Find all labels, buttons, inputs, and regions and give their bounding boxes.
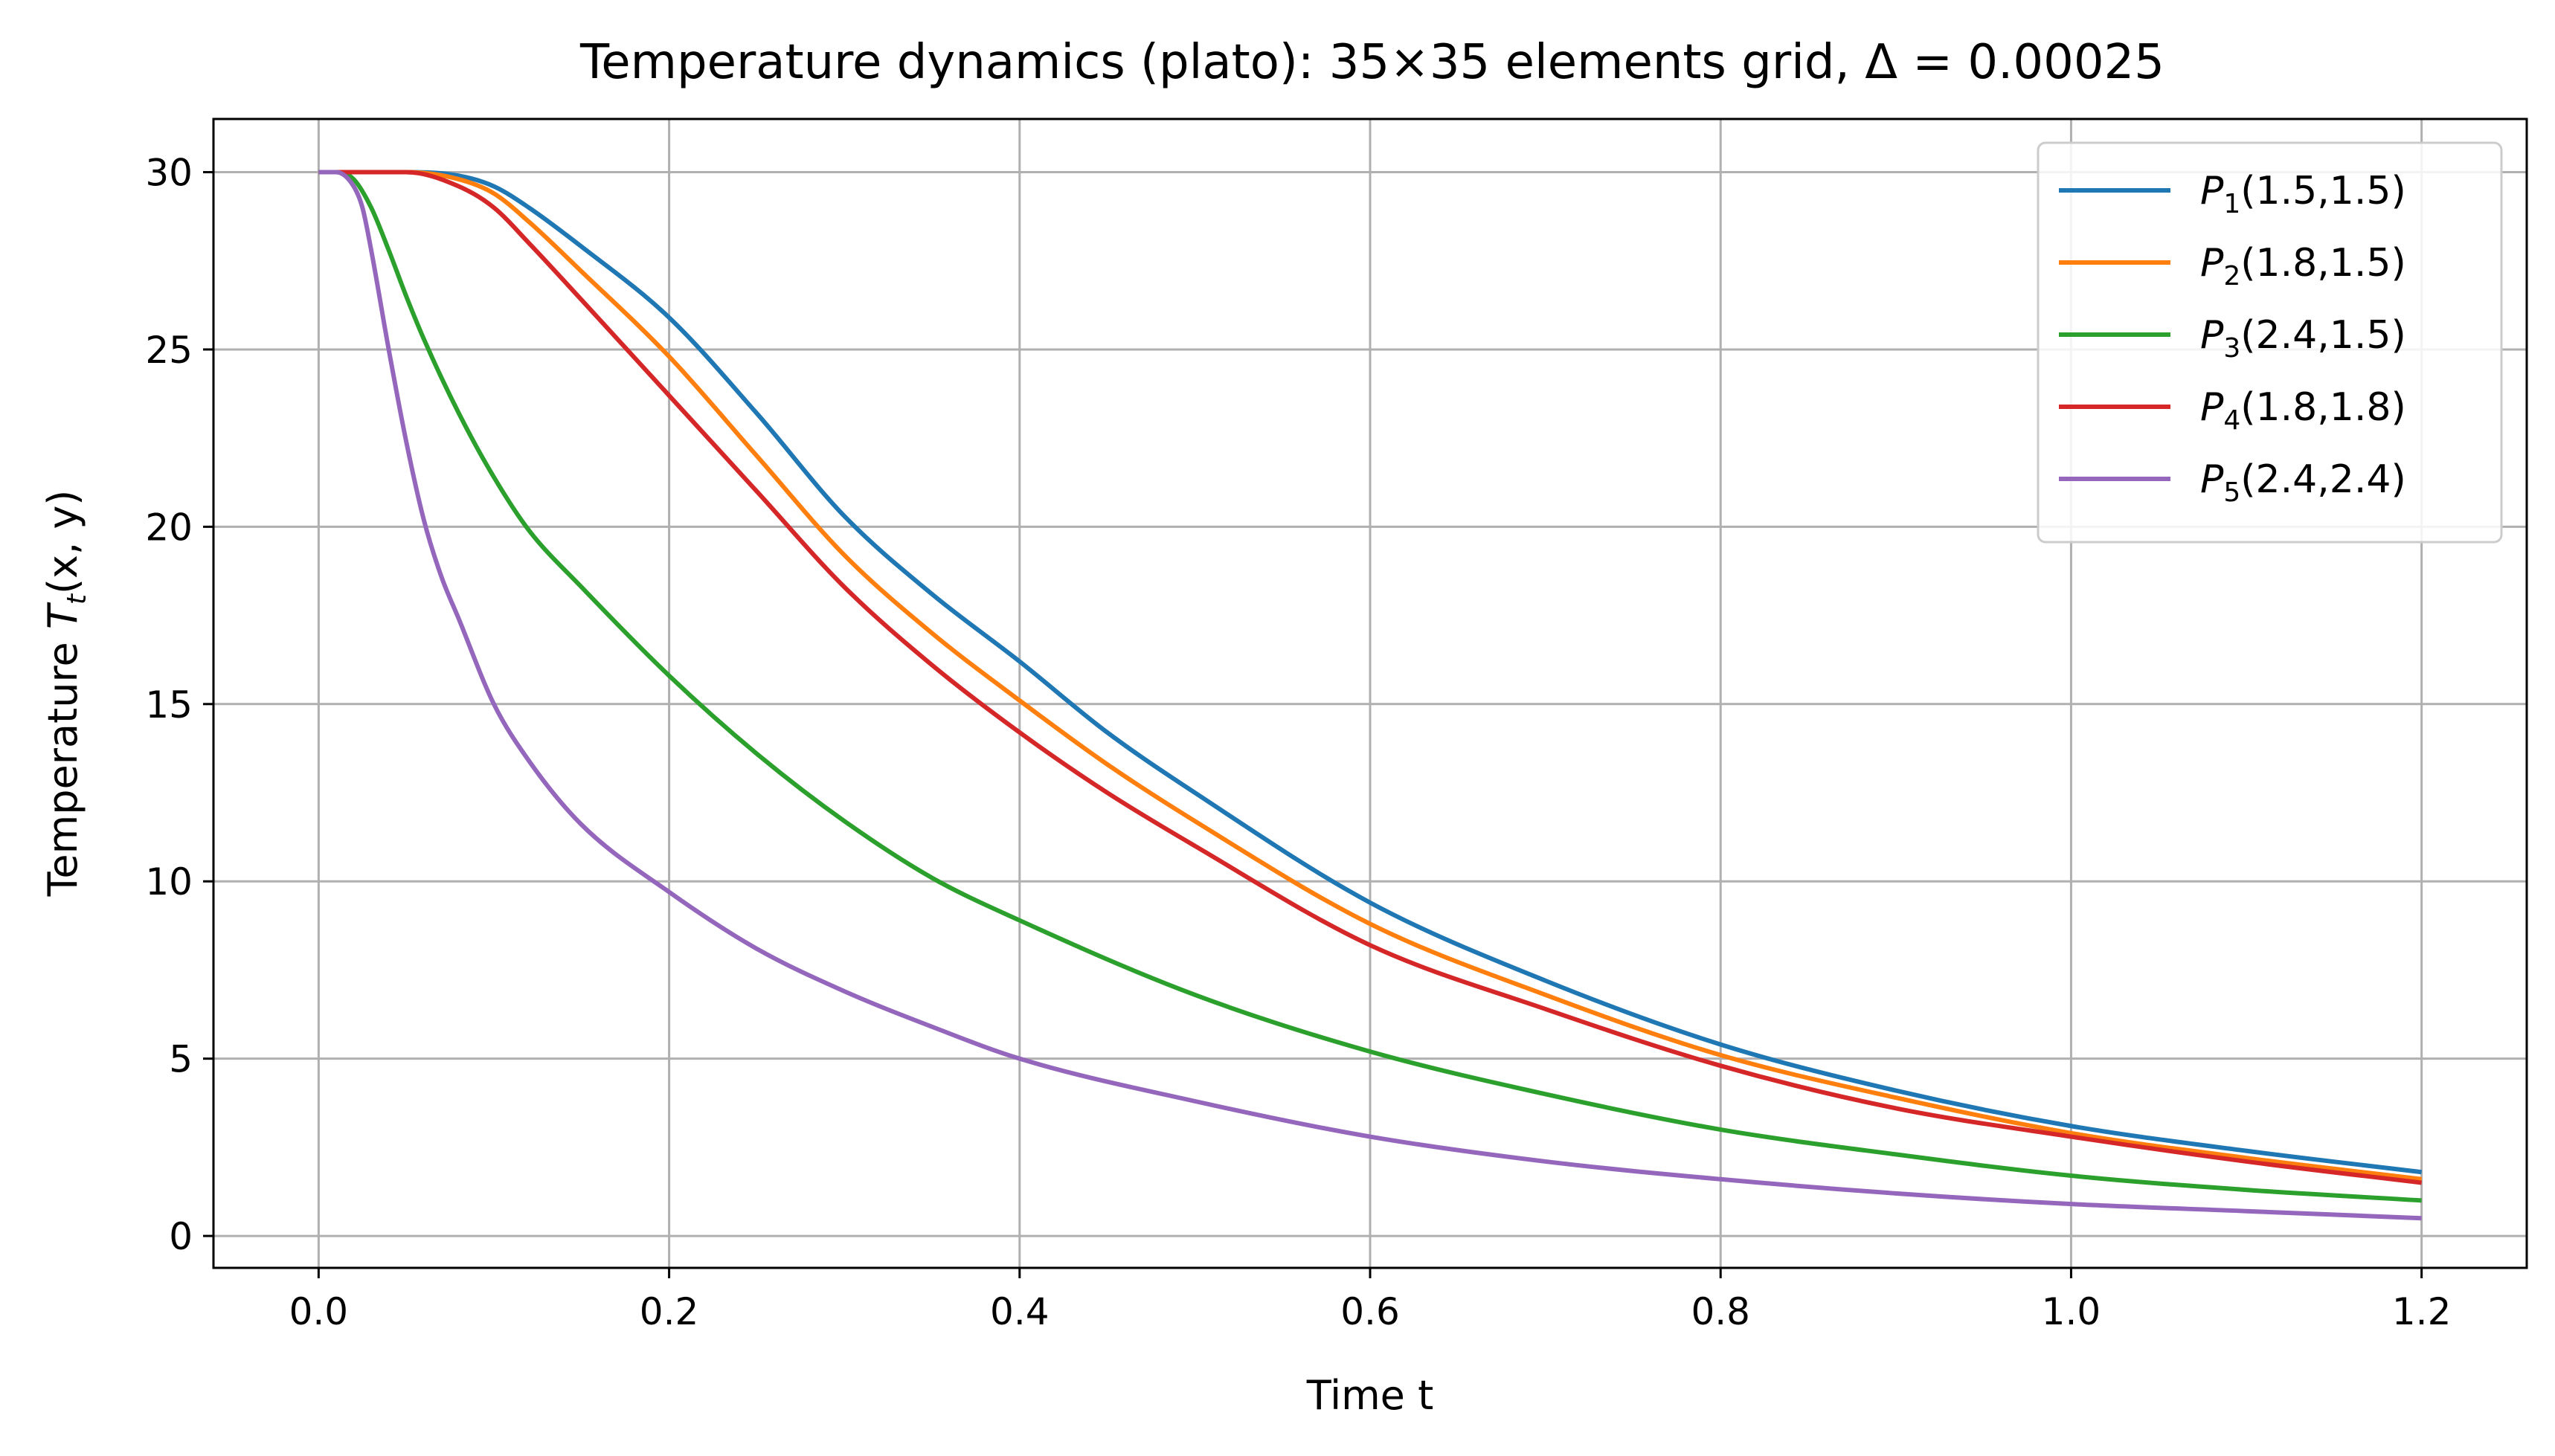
- legend-label-p4: P4(1.8,1.8): [2200, 385, 2406, 436]
- series-line-p5: [318, 170, 2422, 1221]
- y-tick-label: 25: [145, 329, 193, 372]
- x-tick-label: 0.4: [990, 1290, 1050, 1333]
- grid-lines: [213, 119, 2527, 1268]
- y-axis-label-sub: t: [62, 593, 92, 605]
- legend-items: P1(1.5,1.5) P2(1.8,1.5) P3(2.4,1.5) P4(1.8,…: [2059, 169, 2406, 508]
- x-tick-label: 1.2: [2392, 1290, 2452, 1333]
- y-tick-label: 10: [145, 860, 193, 903]
- series-lines: [318, 170, 2423, 1221]
- legend-box: [2037, 141, 2503, 544]
- x-tick-label: 0.8: [1691, 1290, 1750, 1333]
- y-axis-label-var: T: [39, 602, 86, 629]
- x-tick-label: 0.2: [640, 1290, 699, 1333]
- y-tick-label: 0: [169, 1215, 193, 1258]
- y-tick-label: 15: [145, 683, 193, 727]
- legend-label-p2: P2(1.8,1.5): [2200, 241, 2406, 291]
- x-tick-label: 1.0: [2042, 1290, 2101, 1333]
- legend: P1(1.5,1.5) P2(1.8,1.5) P3(2.4,1.5) P4(1.8,…: [2037, 141, 2503, 544]
- y-tick-label: 20: [145, 506, 193, 549]
- axis-ticks: 0.0 0.2 0.4 0.6 0.8 1.0 1.2 0 5 10 15 20 25 30: [145, 152, 2451, 1333]
- series-line-p2: [318, 170, 2423, 1182]
- y-tick-label: 5: [169, 1038, 193, 1081]
- legend-label-p5: P5(2.4,2.4): [2200, 457, 2406, 508]
- series-line-p1: [318, 170, 2423, 1175]
- chart-title: Temperature dynamics (plato): 35×35 elem…: [579, 35, 2164, 90]
- y-axis-label-prefix: Temperature: [39, 629, 86, 897]
- y-tick-label: 30: [145, 152, 193, 195]
- series-line-p3: [318, 170, 2422, 1203]
- y-axis-label-args: (x, y): [39, 490, 86, 594]
- x-axis-label: Time t: [1306, 1372, 1434, 1419]
- y-axis-label: Temperature Tt(x, y): [39, 490, 92, 898]
- x-tick-label: 0.6: [1340, 1290, 1400, 1333]
- legend-label-p3: P3(2.4,1.5): [2200, 313, 2406, 364]
- legend-label-p1: P1(1.5,1.5): [2200, 169, 2406, 219]
- series-line-p4: [318, 170, 2423, 1185]
- x-tick-label: 0.0: [289, 1290, 349, 1333]
